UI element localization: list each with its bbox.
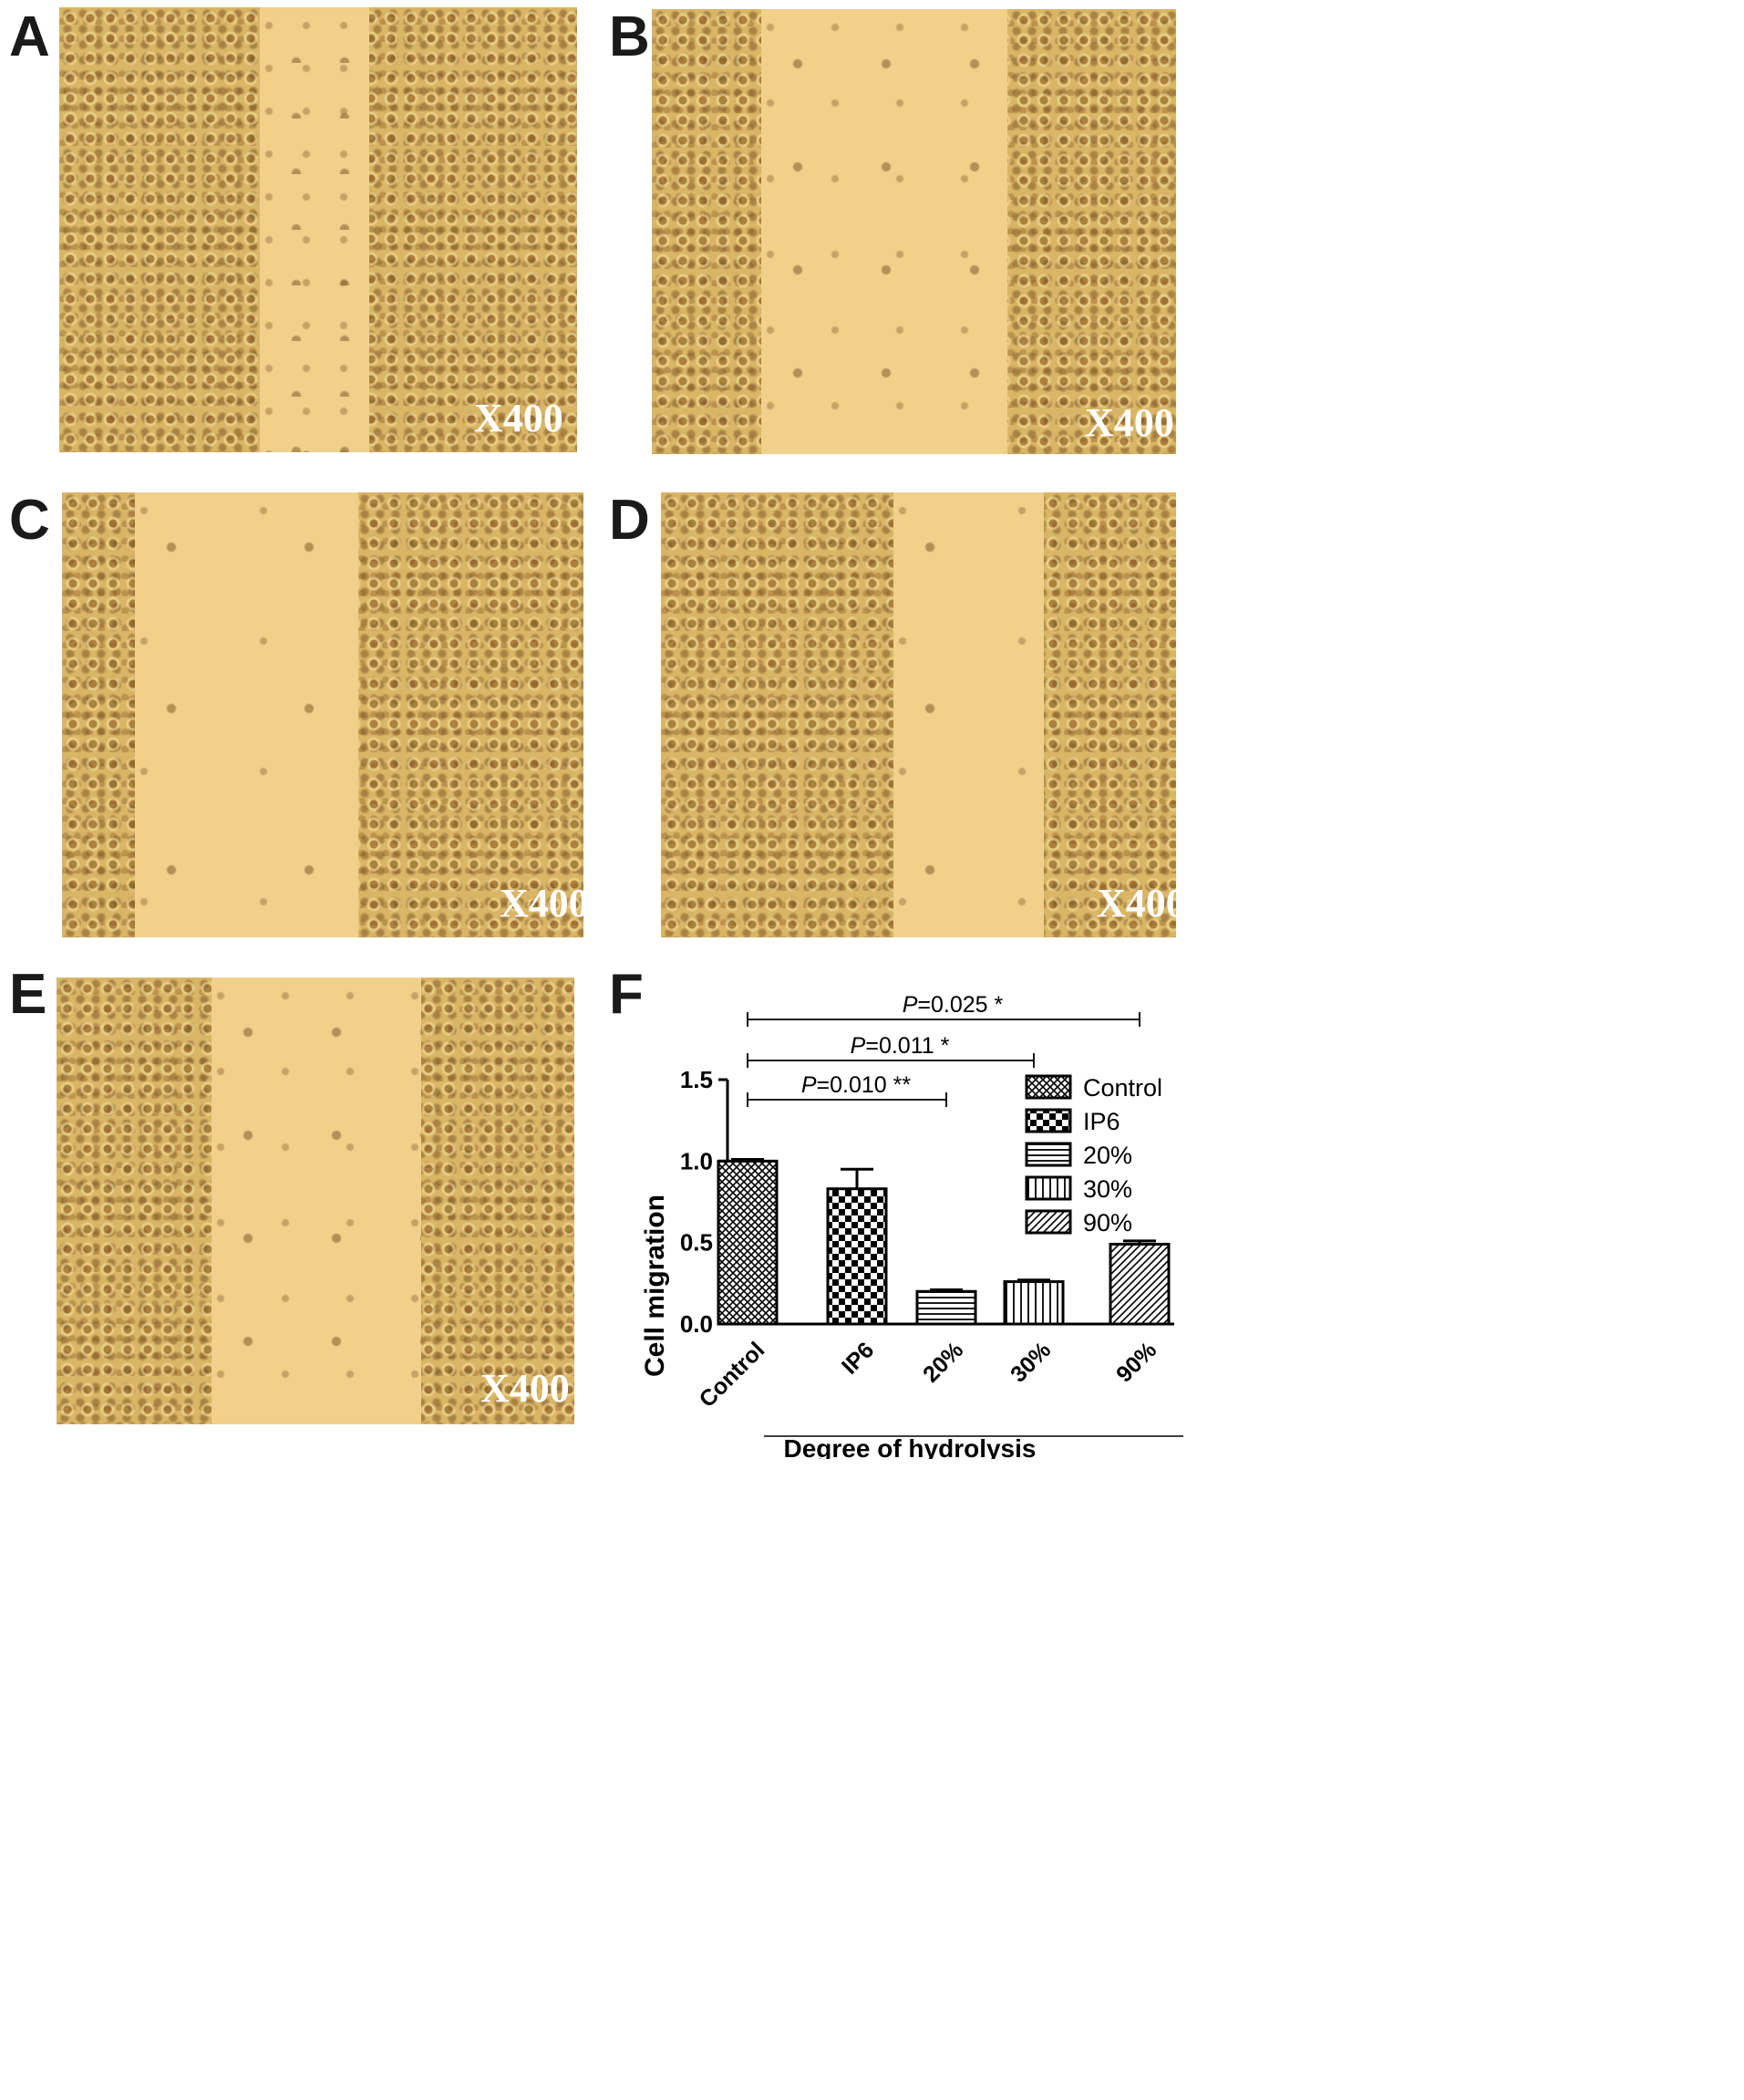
bar-20% bbox=[915, 1289, 977, 1326]
x-axis-label: Degree of hydrolysis bbox=[784, 1434, 1037, 1459]
legend-swatch bbox=[1025, 1142, 1072, 1167]
significance-label: P=0.025 * bbox=[903, 992, 1004, 1018]
scratch-gap bbox=[212, 978, 421, 1424]
y-axis-label: Cell migration bbox=[640, 1195, 670, 1377]
p-symbol: P bbox=[801, 1072, 817, 1098]
legend-swatch bbox=[1025, 1175, 1072, 1201]
legend-label: IP6 bbox=[1083, 1108, 1120, 1135]
magnification-label: X400 bbox=[480, 1366, 570, 1411]
panel-a-letter: A bbox=[9, 5, 50, 68]
y-tick-label: 1.5 bbox=[680, 1066, 713, 1093]
magnification-label: X400 bbox=[1097, 881, 1176, 926]
bar-Control bbox=[717, 1159, 779, 1326]
micrograph-b: X400 bbox=[652, 9, 1176, 454]
panel-f-letter: F bbox=[609, 963, 644, 1026]
panel-e-letter: E bbox=[9, 963, 47, 1026]
scratch-gap bbox=[260, 7, 369, 452]
p-value: =0.011 * bbox=[865, 1033, 949, 1059]
p-symbol: P bbox=[903, 992, 918, 1018]
x-tick-label: Control bbox=[695, 1337, 770, 1412]
legend-label: Control bbox=[1083, 1074, 1162, 1102]
magnification-label: X400 bbox=[1085, 400, 1174, 445]
legend-swatch bbox=[1025, 1074, 1072, 1100]
legend-label: 30% bbox=[1083, 1175, 1132, 1203]
x-tick-label: 20% bbox=[918, 1337, 968, 1387]
scratch-gap bbox=[135, 492, 358, 937]
significance-label: P=0.011 * bbox=[851, 1033, 950, 1059]
magnification-label: X400 bbox=[500, 881, 583, 926]
x-tick-label: 90% bbox=[1111, 1337, 1161, 1387]
panel-b-letter: B bbox=[609, 5, 650, 68]
bar-IP6 bbox=[826, 1187, 888, 1326]
panel-d-letter: D bbox=[609, 489, 650, 552]
micrograph-d: X400 bbox=[661, 492, 1176, 937]
magnification-label: X400 bbox=[474, 396, 563, 440]
bar-chart: Cell migration 0.0 0.5 1.0 1.5 Control IP6 20%… bbox=[640, 992, 1183, 1459]
x-tick-label: 30% bbox=[1006, 1337, 1056, 1387]
p-symbol: P bbox=[851, 1033, 866, 1059]
y-tick-label: 0.5 bbox=[680, 1229, 713, 1257]
scratch-gap bbox=[893, 492, 1044, 937]
micrograph-e: X400 bbox=[57, 978, 574, 1424]
p-value: =0.010 ** bbox=[817, 1072, 912, 1098]
bar-30% bbox=[1003, 1280, 1065, 1326]
significance-label: P=0.010 ** bbox=[801, 1072, 912, 1098]
p-value: =0.025 * bbox=[917, 992, 1003, 1018]
y-tick-label: 1.0 bbox=[680, 1147, 713, 1174]
scratch-gap bbox=[761, 9, 1007, 454]
legend-swatch bbox=[1025, 1108, 1072, 1133]
x-tick-label: IP6 bbox=[837, 1337, 879, 1379]
legend-swatch bbox=[1025, 1209, 1072, 1235]
micrograph-c: X400 bbox=[62, 492, 583, 937]
micrograph-a: X400 bbox=[59, 7, 577, 452]
y-tick-label: 0.0 bbox=[680, 1310, 713, 1338]
legend-label: 20% bbox=[1083, 1142, 1132, 1169]
bar-90% bbox=[1109, 1242, 1171, 1326]
legend-label: 90% bbox=[1083, 1209, 1132, 1236]
panel-c-letter: C bbox=[9, 489, 50, 552]
